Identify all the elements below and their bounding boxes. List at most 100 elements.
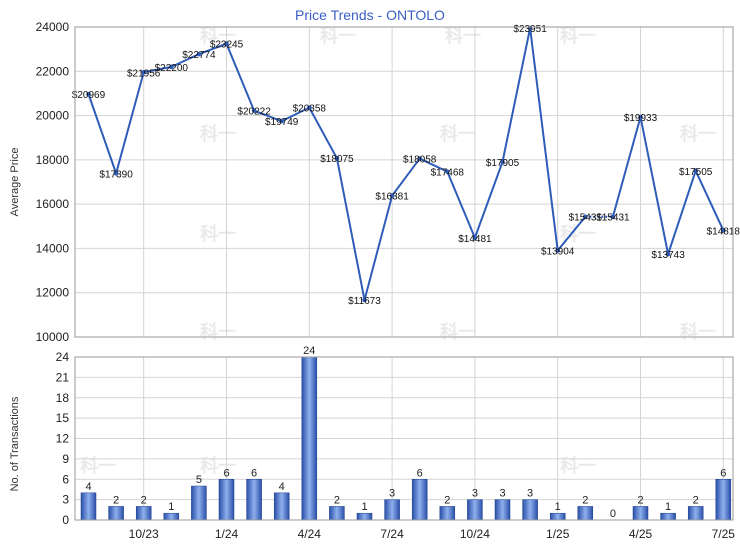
price-point[interactable] [555,248,560,253]
price-point[interactable] [417,156,423,161]
transactions-y-tick-label: 12 [56,432,70,446]
transactions-bar-label: 2 [113,494,119,506]
transactions-bar[interactable] [135,506,152,521]
price-line-segment [170,53,200,68]
transactions-bar-label: 2 [693,494,699,506]
price-point[interactable] [279,118,285,124]
price-point[interactable] [307,105,312,110]
transactions-bar[interactable] [549,512,566,521]
price-line-segment [143,65,172,74]
price-point[interactable] [610,214,616,220]
price-point[interactable] [251,108,257,113]
transactions-y-tick-label: 21 [56,370,70,384]
price-point[interactable] [583,214,588,220]
price-line-segment [473,161,504,239]
price-point[interactable] [224,41,229,47]
transactions-bar-label: 6 [417,467,423,479]
price-line-segment [501,27,532,163]
price-point-label: $22774 [182,50,216,61]
price-point[interactable] [721,228,726,233]
price-point[interactable] [472,235,478,241]
price-point-label: $14481 [458,234,492,245]
transactions-bar[interactable] [108,506,124,521]
price-point-label: $22200 [155,63,189,74]
price-y-tick-label: 20000 [36,109,70,123]
price-line-segment [446,171,476,239]
price-y-tick-label: 18000 [36,153,70,167]
transactions-bar[interactable] [439,506,456,521]
transactions-bar[interactable] [329,506,345,521]
transactions-bar[interactable] [494,499,511,521]
transactions-bar[interactable] [356,512,373,521]
price-point[interactable] [86,91,91,97]
price-point-label: $20358 [293,104,327,115]
transactions-bar-label: 4 [85,481,91,493]
watermark: 科一 [440,322,476,343]
transactions-bar[interactable] [80,492,97,521]
price-point[interactable] [389,193,395,199]
price-y-tick-label: 14000 [36,241,70,255]
watermark: 科一 [80,456,116,477]
price-point-label: $17390 [99,169,133,180]
price-point[interactable] [334,155,340,161]
transactions-bar[interactable] [301,356,318,521]
transactions-bar-label: 24 [303,345,315,357]
price-line-segment [308,107,338,159]
x-tick-label: 7/24 [380,527,404,541]
watermark: 科一 [445,26,481,47]
transactions-bar[interactable] [660,512,676,521]
price-point[interactable] [665,251,671,257]
watermark: 科一 [560,26,596,47]
transactions-bar-label: 1 [665,501,671,513]
transactions-bar[interactable] [715,479,732,521]
price-y-tick-label: 22000 [36,64,70,78]
transactions-bar[interactable] [467,499,483,521]
price-y-axis-label: Average Price [9,148,21,217]
transactions-bar[interactable] [246,479,262,521]
watermark: 科一 [560,456,596,477]
price-point[interactable] [638,114,643,120]
transactions-bar-label: 3 [499,488,505,500]
price-point-label: $14818 [707,226,740,237]
price-line-segment [115,71,145,174]
transactions-bar[interactable] [522,499,538,521]
transactions-bar[interactable] [577,506,594,521]
watermark: 科一 [680,322,716,343]
transactions-bar[interactable] [273,492,290,521]
chart-title: Price Trends - ONTOLO [295,7,445,23]
price-line-segment [87,93,118,174]
price-line-segment [391,157,421,197]
price-point[interactable] [445,169,450,174]
price-point-label: $20222 [237,107,271,118]
transactions-bar-label: 6 [720,467,726,479]
price-y-tick-label: 12000 [36,286,70,300]
price-point[interactable] [196,51,202,57]
transactions-bar-label: 6 [251,467,257,479]
transactions-bar-label: 3 [527,488,533,500]
price-line-segment [363,195,394,301]
price-point[interactable] [500,159,505,165]
watermark: 科一 [680,124,716,145]
transactions-bar[interactable] [191,485,207,521]
price-y-tick-label: 10000 [36,330,70,344]
x-tick-label: 1/24 [215,527,239,541]
price-point[interactable] [113,171,119,176]
transactions-bar[interactable] [163,512,180,521]
transactions-y-tick-label: 0 [62,513,69,527]
transactions-bar-label: 5 [196,474,202,486]
price-y-tick-label: 16000 [36,197,70,211]
price-point-label: $23245 [210,40,244,51]
price-point[interactable] [169,64,174,70]
transactions-bar[interactable] [384,499,400,521]
price-point[interactable] [362,297,367,303]
transactions-bar[interactable] [687,506,704,521]
transactions-bar[interactable] [411,479,428,521]
transactions-bar[interactable] [218,479,235,521]
price-point[interactable] [693,168,698,174]
price-point[interactable] [141,69,146,75]
x-tick-label: 4/24 [298,527,322,541]
price-y-tick-label: 24000 [36,20,70,34]
transactions-bar[interactable] [632,506,649,521]
